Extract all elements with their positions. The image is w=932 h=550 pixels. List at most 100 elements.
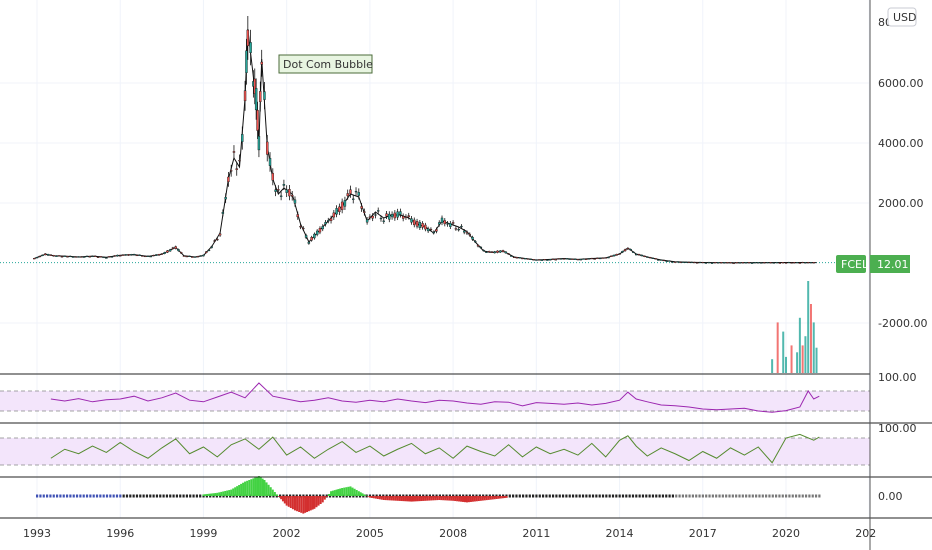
annotation-callout[interactable]: Dot Com Bubble (278, 54, 373, 74)
price-candle-body (332, 212, 336, 218)
histogram-baseline-mark (561, 494, 565, 498)
price-candle-body (432, 232, 435, 234)
histogram-bar (252, 478, 255, 496)
histogram-baseline-mark (615, 494, 618, 498)
price-candle-body (399, 211, 402, 215)
price-candle-body (166, 250, 169, 253)
histogram-baseline-mark (52, 494, 55, 498)
histogram-baseline-mark (551, 494, 555, 498)
histogram-bar (368, 496, 371, 498)
currency-label: USD (893, 11, 917, 24)
histogram-bar (450, 496, 453, 501)
histogram-baseline-mark (788, 494, 791, 498)
histogram-baseline-mark (725, 494, 728, 498)
price-candle-body (256, 110, 259, 131)
price-candle-body (385, 213, 388, 217)
price-candle-body (654, 258, 657, 260)
price-candle-body (735, 262, 738, 264)
histogram-bar (361, 493, 364, 496)
price-candle-body (426, 228, 430, 232)
histogram-bar (382, 496, 385, 500)
price-candle-body (360, 206, 363, 209)
histogram-bar (469, 496, 472, 502)
price-candle-body (343, 200, 347, 207)
price-candle-body (293, 199, 297, 204)
histogram-bar (410, 496, 413, 502)
price-candle-body (196, 256, 200, 258)
price-candle-body (723, 262, 726, 264)
histogram-baseline-mark (638, 494, 641, 498)
histogram-baseline-mark (538, 494, 541, 498)
histogram-bar (495, 496, 498, 499)
currency-badge[interactable] (887, 7, 917, 27)
histogram-bar (390, 496, 393, 501)
price-candle-body (157, 254, 161, 256)
histogram-baseline-mark (801, 494, 804, 498)
price-candle-body (582, 258, 585, 260)
price-candle-body (798, 262, 802, 264)
histogram-baseline-mark (591, 494, 595, 498)
histogram-bar (218, 492, 221, 496)
histogram-baseline-mark (172, 494, 175, 498)
histogram-baseline-mark (72, 494, 75, 498)
histogram-baseline-mark (651, 494, 655, 498)
price-candle-body (127, 254, 130, 256)
price-candle-body (750, 262, 754, 264)
price-candle-body (757, 262, 760, 264)
histogram-bar (430, 496, 433, 501)
histogram-bar (300, 496, 303, 513)
price-candle-body (327, 220, 330, 222)
last-price-tag: 12.01 (870, 255, 910, 273)
histogram-bar (503, 496, 506, 499)
price-candle-body (243, 90, 247, 102)
price-candle-body (338, 206, 341, 213)
price-candle-body (135, 254, 139, 257)
price-candle-body (704, 262, 708, 264)
time-tick-label: 2020 (772, 527, 800, 540)
price-candle-body (535, 259, 538, 261)
price-candle-body (732, 262, 735, 265)
histogram-bar (202, 494, 205, 496)
histogram-bar (475, 496, 478, 502)
price-candle-body (279, 195, 283, 197)
price-candle-body (585, 258, 588, 260)
histogram-bar (234, 487, 237, 496)
histogram-bar (347, 486, 350, 496)
histogram-bar (355, 490, 358, 496)
price-candle-body (274, 189, 277, 192)
histogram-bar (337, 489, 340, 496)
time-tick-label: 1999 (189, 527, 217, 540)
histogram-bar (359, 492, 362, 496)
histogram-bar (236, 486, 239, 496)
price-candle-body (673, 261, 677, 263)
histogram-bar (426, 496, 429, 501)
histogram-bar (370, 496, 373, 498)
histogram-baseline-mark (132, 494, 135, 498)
price-candle-body (593, 258, 596, 260)
price-candle-body (302, 227, 305, 230)
price-candle-body (662, 259, 666, 262)
histogram-bar (442, 496, 445, 501)
price-candle-body (313, 233, 316, 239)
histogram-bar (257, 476, 260, 496)
histogram-bar (485, 496, 488, 501)
histogram-bar (289, 496, 292, 508)
price-candle-body (49, 254, 53, 256)
histogram-bar (448, 496, 451, 501)
price-candle-body (55, 255, 58, 257)
price-candle-body (468, 233, 471, 236)
histogram-bar (444, 496, 447, 501)
price-candle-body (277, 189, 280, 191)
histogram-bar (422, 496, 425, 501)
histogram-baseline-mark (761, 494, 764, 498)
volume-bar (812, 322, 815, 373)
price-candle-body (806, 262, 810, 264)
price-candle-body (318, 228, 322, 233)
price-candle-body (651, 257, 655, 259)
histogram-bar (343, 487, 346, 496)
price-candle-body (246, 29, 250, 47)
histogram-bar (240, 483, 243, 496)
histogram-bar (438, 496, 441, 500)
price-candle-body (199, 255, 202, 257)
price-candle-body (507, 253, 510, 255)
